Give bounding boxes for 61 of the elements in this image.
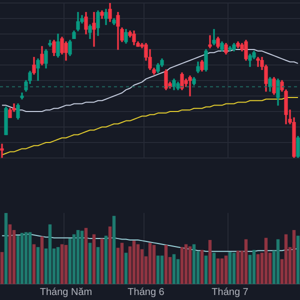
bar [132,240,136,284]
bar [228,252,232,284]
bar [200,250,204,284]
bar [16,236,20,284]
bar [56,247,60,284]
bar [64,244,68,284]
x-tick-label: Tháng 7 [212,286,249,298]
bar [236,250,240,284]
bar [296,236,300,284]
bar [244,239,248,284]
bar [152,244,156,284]
bar [104,236,108,284]
bar [36,247,40,284]
bar [180,247,184,284]
bar [188,246,192,284]
bar [72,234,76,284]
bar [164,244,168,284]
bar [68,238,72,284]
bar [8,224,12,284]
bar [20,232,24,284]
bar [84,228,88,284]
bar [40,236,44,284]
bar [76,230,80,284]
bar [108,226,112,284]
bar [172,254,176,284]
bar [284,234,288,284]
bar [124,252,128,284]
bar [232,252,236,284]
bar [160,256,164,284]
bar [4,213,8,284]
bar [256,254,260,284]
bar [88,242,92,284]
bar [264,238,268,284]
bar [252,250,256,284]
bar [60,244,64,284]
bar [32,244,36,284]
bar [148,242,152,284]
bar [136,244,140,284]
x-tick-label: Tháng 6 [128,286,165,298]
bar [28,232,32,284]
bar [192,244,196,284]
bar [92,234,96,284]
bar [80,230,84,284]
bar [120,242,124,284]
bar [204,256,208,284]
bar [212,252,216,284]
bar [0,252,4,284]
bar [276,239,280,284]
bar [184,244,188,284]
bar [96,247,100,284]
bar [292,230,296,284]
bar [48,224,52,284]
bar [100,238,104,284]
bar [224,256,228,284]
x-tick-label: Tháng Năm [40,286,92,298]
bar [208,240,212,284]
bar [156,256,160,284]
bar [216,258,220,284]
bar [24,232,28,284]
bar [112,216,116,284]
bar [220,258,224,284]
